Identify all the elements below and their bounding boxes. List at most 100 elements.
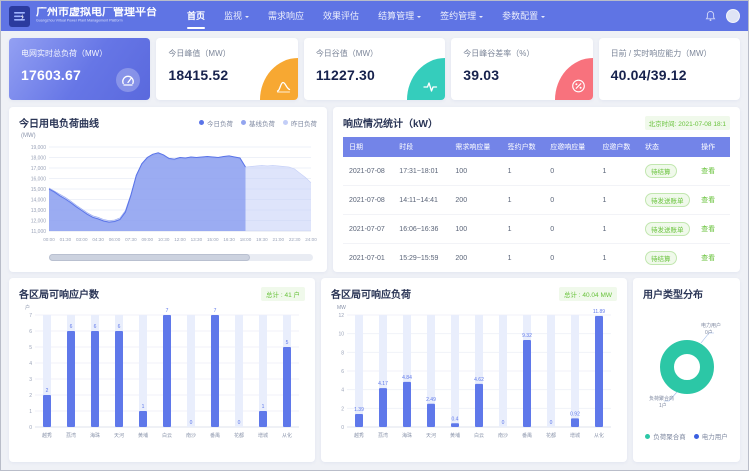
kpi-label: 今日谷值（MW） xyxy=(315,49,379,58)
zoom-slider-handle[interactable] xyxy=(49,254,250,261)
nav-item-home[interactable]: 首页 xyxy=(187,1,206,31)
kpi-card-grid-realtime-load: 电网实时总负荷（MW） 17603.67 xyxy=(9,38,151,100)
kpi-value: 39.03 xyxy=(463,67,500,83)
table-column-header: 操作 xyxy=(695,137,730,157)
legend-dot-icon xyxy=(241,120,246,125)
table-row: 2021-07-08 14:11~14:41 200 1 0 1 待发送账单 查看 xyxy=(343,185,730,215)
notification-bell-icon[interactable] xyxy=(705,10,716,22)
user-avatar[interactable] xyxy=(726,9,740,23)
kpi-card-today-valley: 今日谷值（MW） 11227.30 xyxy=(303,38,446,100)
table-cell: 14:11~14:41 xyxy=(393,185,450,215)
kpi-value: 40.04/39.12 xyxy=(610,67,687,83)
legend-item[interactable]: 基线负荷 xyxy=(241,118,275,128)
kpi-value: 11227.30 xyxy=(315,67,376,83)
user-type-legend: 负荷聚合商 电力用户 xyxy=(643,431,730,441)
table-cell: 100 xyxy=(449,214,502,244)
legend-item[interactable]: 负荷聚合商 xyxy=(645,431,686,441)
svg-text:12,000: 12,000 xyxy=(31,219,47,225)
svg-text:1: 1 xyxy=(29,409,32,415)
svg-text:荔湾: 荔湾 xyxy=(378,432,388,439)
response-table: 日期 时段 需求响应量 签约户数 应邀响应量 应邀户数 状态 操作 2021-07-08 17:… xyxy=(343,137,730,272)
table-column-header: 需求响应量 xyxy=(449,137,502,157)
legend-dot-icon xyxy=(645,433,651,439)
svg-text:15:00: 15:00 xyxy=(207,237,219,242)
district-load-panel: 各区局可响应负荷 总计 : 40.04 MW MW 0 2 4 6 8 10 12 1.39 越秀… xyxy=(321,278,627,462)
nav-item-monitoring[interactable]: 监视 xyxy=(224,1,250,31)
kpi-card-peak-valley-ratio: 今日峰谷差率（%） 39.03 xyxy=(451,38,593,100)
svg-text:4: 4 xyxy=(341,388,344,394)
view-link[interactable]: 查看 xyxy=(701,168,716,175)
svg-text:5: 5 xyxy=(29,345,32,351)
svg-text:黄埔: 黄埔 xyxy=(450,432,460,439)
table-cell: 16:06~16:36 xyxy=(393,214,450,244)
status-badge: 待发送账单 xyxy=(645,222,690,236)
svg-text:户: 户 xyxy=(25,304,30,311)
svg-text:0: 0 xyxy=(29,425,32,431)
table-cell: 0 xyxy=(544,157,597,186)
view-link[interactable]: 查看 xyxy=(701,226,716,233)
nav-item-settlement[interactable]: 结算管理 xyxy=(378,1,422,31)
svg-text:南沙: 南沙 xyxy=(498,432,508,439)
svg-text:10:30: 10:30 xyxy=(158,237,170,242)
legend-dot-icon xyxy=(283,120,288,125)
nav-item-demand-response[interactable]: 需求响应 xyxy=(268,11,305,21)
svg-text:16,000: 16,000 xyxy=(31,177,47,183)
svg-text:花都: 花都 xyxy=(546,432,556,439)
households-bar-chart: 户 0 1 2 3 4 5 6 7 2 越秀 6 荔湾 6 海珠 6 天河 1 黄埔 7 白云 0 南沙 7 番禺 0 花都 1 增城 5… xyxy=(25,304,299,439)
svg-text:18:00: 18:00 xyxy=(240,237,252,242)
legend-label: 基线负荷 xyxy=(249,120,275,128)
legend-label: 负荷聚合商 xyxy=(653,434,686,441)
kpi-row: 电网实时总负荷（MW） 17603.67 今日峰值（MW） 18415.52 xyxy=(1,31,748,107)
nav-item-effect-evaluation[interactable]: 效果评估 xyxy=(323,11,360,21)
table-column-header: 状态 xyxy=(639,137,696,157)
svg-text:白云: 白云 xyxy=(162,432,172,439)
legend-item[interactable]: 电力用户 xyxy=(693,431,728,441)
table-cell: 1 xyxy=(596,214,639,244)
table-cell: 0 xyxy=(544,243,597,272)
legend-item[interactable]: 昨日负荷 xyxy=(283,118,317,128)
svg-text:负荷聚合商: 负荷聚合商 xyxy=(649,395,674,402)
gauge-icon xyxy=(116,68,141,92)
svg-text:2: 2 xyxy=(29,393,32,399)
bottom-row: 各区局可响应户数 总计 : 41 户 户 0 1 2 3 4 5 6 7 2 越秀 6 荔湾 6 海珠 6 天河… xyxy=(9,278,740,462)
chevron-down-icon xyxy=(479,16,484,20)
svg-text:19,000: 19,000 xyxy=(31,145,47,151)
table-cell: 1 xyxy=(501,214,545,244)
svg-text:0: 0 xyxy=(341,425,344,431)
table-column-header: 时段 xyxy=(393,137,450,157)
view-link[interactable]: 查看 xyxy=(701,255,716,262)
nav-item-contract[interactable]: 签约管理 xyxy=(440,1,484,31)
svg-text:增城: 增城 xyxy=(258,432,268,439)
svg-text:0: 0 xyxy=(550,420,553,426)
svg-text:6: 6 xyxy=(341,369,344,375)
legend-item[interactable]: 今日负荷 xyxy=(199,118,233,128)
chart-zoom-slider[interactable] xyxy=(49,254,313,261)
top-navbar: 广州市虚拟电厂管理平台 Guangzhou Virtual Power Plan… xyxy=(1,1,748,31)
nav-item-parameters[interactable]: 参数配置 xyxy=(502,1,546,31)
kpi-label: 电网实时总负荷（MW） xyxy=(21,49,108,58)
svg-text:黄埔: 黄埔 xyxy=(138,432,148,439)
legend-label: 电力用户 xyxy=(701,434,728,441)
brand: 广州市虚拟电厂管理平台 Guangzhou Virtual Power Plan… xyxy=(9,5,187,27)
table-cell: 15:29~15:59 xyxy=(393,243,450,272)
svg-text:2: 2 xyxy=(46,388,49,394)
panel-title: 各区局可响应户数 xyxy=(19,290,99,301)
user-type-panel: 用户类型分布 电力用户 0户 负荷聚合商 1户 负荷聚合商 电力用户 xyxy=(633,278,740,462)
svg-text:0: 0 xyxy=(190,420,193,426)
app-title: 广州市虚拟电厂管理平台 xyxy=(36,7,157,19)
kpi-card-today-peak: 今日峰值（MW） 18415.52 xyxy=(156,38,298,100)
table-cell: 2021-07-08 xyxy=(343,157,394,186)
total-badge: 总计 : 40.04 MW xyxy=(558,286,617,301)
view-link[interactable]: 查看 xyxy=(701,197,716,204)
svg-text:19:30: 19:30 xyxy=(256,237,268,242)
svg-text:1: 1 xyxy=(142,404,145,410)
table-cell: 1 xyxy=(596,157,639,186)
chevron-down-icon xyxy=(417,16,422,20)
svg-text:13,000: 13,000 xyxy=(31,208,47,214)
svg-text:越秀: 越秀 xyxy=(354,432,364,439)
table-row: 2021-07-08 17:31~18:01 100 1 0 1 待结算 查看 xyxy=(343,157,730,186)
table-cell: 2021-07-07 xyxy=(343,214,394,244)
svg-text:1.39: 1.39 xyxy=(354,407,364,413)
